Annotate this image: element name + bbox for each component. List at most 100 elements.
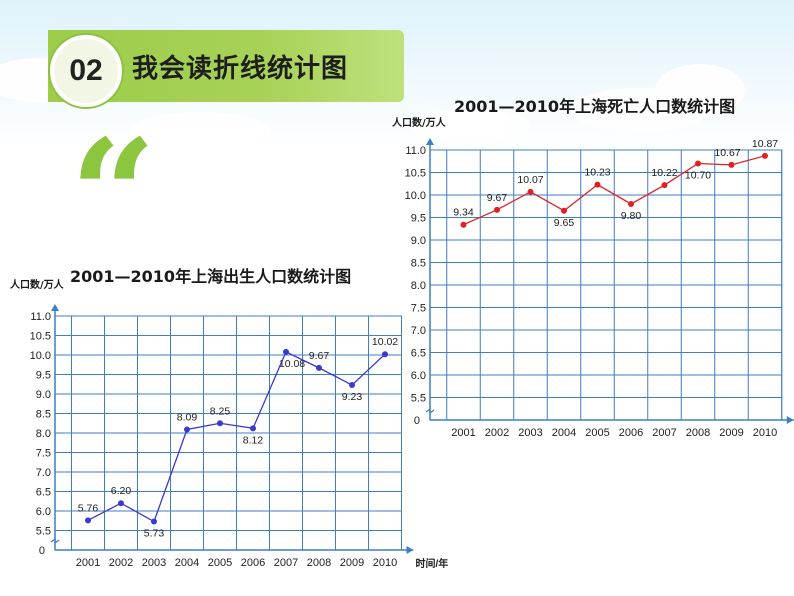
data-label: 10.08 bbox=[279, 358, 305, 370]
data-point bbox=[561, 207, 567, 214]
y-tick-label: 8.0 bbox=[36, 428, 51, 440]
data-point bbox=[250, 425, 256, 432]
data-point bbox=[695, 160, 701, 167]
data-point bbox=[460, 221, 467, 228]
data-label: 9.65 bbox=[554, 217, 575, 229]
axis-break-icon bbox=[425, 407, 435, 415]
data-label: 10.07 bbox=[517, 174, 543, 186]
y-tick-label: 7.0 bbox=[36, 467, 51, 479]
y-tick-label: 10.0 bbox=[405, 190, 426, 202]
x-tick-label: 2003 bbox=[142, 557, 166, 569]
origin-label: 0 bbox=[414, 415, 420, 427]
birth-chart-ylabel: 人口数/万人 bbox=[10, 280, 64, 291]
y-tick-label: 9.0 bbox=[36, 389, 51, 401]
x-tick-label: 2003 bbox=[518, 427, 542, 439]
y-tick-label: 6.0 bbox=[411, 370, 426, 382]
x-tick-label: 2008 bbox=[686, 427, 710, 439]
data-point bbox=[85, 517, 91, 524]
data-label: 9.67 bbox=[487, 192, 508, 204]
y-axis-arrow-icon bbox=[426, 138, 434, 145]
death-chart-ylabel: 人口数/万人 bbox=[392, 118, 446, 129]
x-tick-label: 2004 bbox=[175, 557, 199, 569]
x-tick-label: 2005 bbox=[585, 427, 609, 439]
y-tick-label: 8.0 bbox=[411, 280, 426, 292]
y-tick-label: 6.5 bbox=[36, 487, 51, 499]
x-axis-arrow-icon bbox=[786, 416, 794, 424]
data-label: 8.12 bbox=[243, 434, 264, 446]
x-tick-label: 2005 bbox=[208, 557, 232, 569]
x-tick-label: 2006 bbox=[619, 427, 643, 439]
y-tick-label: 8.5 bbox=[36, 409, 51, 421]
y-tick-label: 9.5 bbox=[36, 370, 51, 382]
data-point bbox=[594, 181, 601, 188]
x-axis-label: 时间/年 bbox=[416, 557, 449, 570]
death-chart: 5.5 6.0 6.5 7.0 7.5 8.0 8.5 9.0 9.5 10.0 10.5 11.0 0… bbox=[405, 138, 794, 439]
y-tick-label: 10.0 bbox=[30, 350, 51, 362]
data-label: 6.20 bbox=[111, 485, 132, 497]
birth-chart-title: 2001—2010年上海出生人口数统计图 bbox=[70, 267, 352, 286]
data-point bbox=[494, 206, 500, 213]
data-label: 9.23 bbox=[342, 391, 363, 403]
data-point bbox=[382, 351, 388, 358]
data-point bbox=[762, 152, 768, 159]
data-point bbox=[151, 518, 157, 525]
data-label: 8.25 bbox=[210, 405, 231, 417]
section-number-badge: 02 bbox=[50, 35, 122, 107]
death-chart-title: 2001—2010年上海死亡人口数统计图 bbox=[454, 97, 736, 116]
y-tick-label: 5.5 bbox=[411, 393, 426, 405]
axis-break-icon bbox=[50, 537, 60, 545]
data-label: 10.67 bbox=[714, 147, 740, 159]
data-point bbox=[217, 420, 223, 427]
x-tick-label: 2010 bbox=[753, 427, 777, 439]
x-tick-label: 2009 bbox=[719, 427, 743, 439]
data-label: 10.23 bbox=[584, 167, 610, 179]
y-tick-label: 5.5 bbox=[36, 526, 51, 538]
x-tick-label: 2010 bbox=[373, 557, 397, 569]
x-tick-label: 2009 bbox=[340, 557, 364, 569]
data-point bbox=[184, 426, 190, 433]
data-point bbox=[283, 348, 289, 355]
y-tick-label: 7.0 bbox=[411, 325, 426, 337]
y-tick-label: 7.5 bbox=[36, 448, 51, 460]
data-label: 9.67 bbox=[309, 350, 330, 362]
data-point bbox=[661, 182, 668, 189]
x-tick-label: 2002 bbox=[109, 557, 133, 569]
data-point bbox=[527, 188, 534, 195]
x-axis-arrow-icon bbox=[406, 546, 414, 554]
data-point bbox=[628, 201, 634, 207]
data-label: 10.70 bbox=[685, 170, 711, 182]
y-tick-label: 10.5 bbox=[405, 168, 426, 180]
data-point bbox=[728, 161, 735, 168]
y-tick-label: 9.0 bbox=[411, 235, 426, 247]
x-tick-label: 2008 bbox=[307, 557, 331, 569]
y-tick-label: 11.0 bbox=[30, 311, 51, 323]
data-label: 9.34 bbox=[453, 207, 474, 219]
x-tick-label: 2001 bbox=[451, 427, 475, 439]
data-label: 8.09 bbox=[177, 411, 198, 423]
x-tick-label: 2004 bbox=[552, 427, 576, 439]
x-tick-label: 2007 bbox=[274, 557, 298, 569]
data-label: 5.73 bbox=[144, 528, 165, 540]
birth-chart: 5.5 6.0 6.5 7.0 7.5 8.0 8.5 9.0 9.5 10.0 10.5 11.0 0… bbox=[30, 304, 449, 570]
y-tick-label: 7.5 bbox=[411, 303, 426, 315]
y-tick-label: 6.0 bbox=[36, 506, 51, 518]
x-tick-label: 2002 bbox=[485, 427, 509, 439]
data-point bbox=[316, 364, 322, 371]
y-tick-label: 10.5 bbox=[30, 331, 51, 343]
origin-label: 0 bbox=[39, 545, 45, 557]
data-label: 5.76 bbox=[78, 502, 99, 514]
series-line bbox=[463, 155, 766, 226]
data-label: 10.02 bbox=[372, 336, 398, 348]
quote-mark-icon: “ bbox=[70, 107, 157, 283]
y-tick-label: 9.5 bbox=[411, 213, 426, 225]
section-title: 我会读折线统计图 bbox=[132, 54, 349, 84]
y-tick-label: 6.5 bbox=[411, 348, 426, 360]
data-label: 10.87 bbox=[752, 138, 778, 150]
y-tick-label: 11.0 bbox=[405, 145, 426, 157]
y-tick-label: 8.5 bbox=[411, 258, 426, 270]
y-axis-arrow-icon bbox=[51, 304, 59, 311]
x-tick-label: 2006 bbox=[241, 557, 265, 569]
data-point bbox=[349, 382, 355, 389]
series-line bbox=[87, 350, 386, 523]
data-label: 9.80 bbox=[621, 210, 642, 222]
